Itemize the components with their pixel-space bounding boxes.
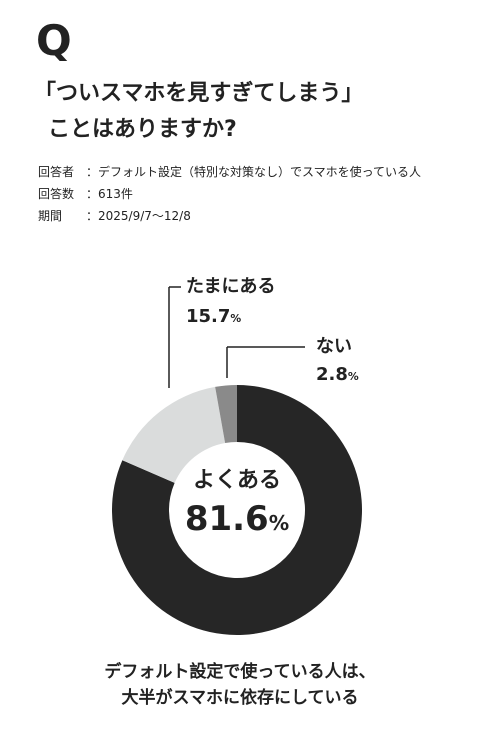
donut-slice [122, 386, 226, 483]
meta-label: 期間 [38, 209, 62, 223]
meta-value: ：デフォルト設定（特別な対策なし）でスマホを使っている人 [86, 164, 421, 179]
title: ことはありますか? [48, 117, 237, 142]
footer: デフォルト設定で使っている人は、 [104, 661, 375, 682]
category-label: よくある [193, 468, 281, 493]
category-label: ない [316, 336, 352, 357]
donut-slice [111, 385, 362, 635]
title: 「ついスマホを見すぎてしまう」 [34, 80, 363, 106]
value-label: 81.6% [185, 499, 289, 539]
footer: 大半がスマホに依存にしている [122, 687, 359, 708]
category-label: たまにある [186, 276, 275, 297]
meta-value: ：613件 [86, 187, 133, 201]
meta-label: 回答数 [38, 186, 74, 201]
donut-slice [215, 385, 237, 444]
meta-label: 回答者 [38, 164, 74, 179]
q-mark: Q [36, 16, 72, 65]
value-label: 2.8% [316, 364, 359, 385]
value-label: 15.7% [186, 306, 241, 327]
meta-value: ：2025/9/7〜12/8 [86, 209, 191, 223]
